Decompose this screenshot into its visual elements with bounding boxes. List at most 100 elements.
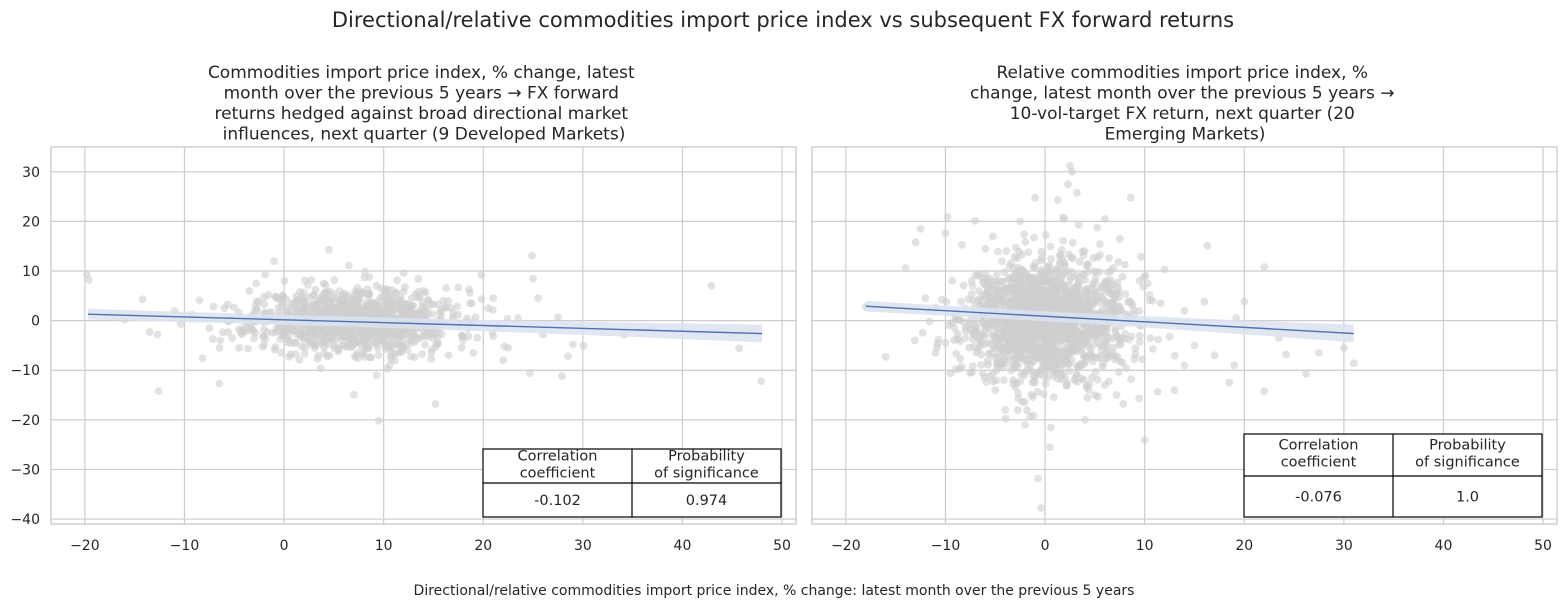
scatter-point: [1170, 386, 1179, 394]
scatter-point: [921, 294, 930, 303]
scatter-point: [249, 326, 257, 335]
scatter-point: [421, 340, 429, 349]
scatter-point: [367, 353, 375, 362]
scatter-point: [325, 245, 333, 254]
scatter-point: [998, 257, 1006, 266]
scatter-point: [1024, 248, 1033, 257]
scatter-point: [209, 335, 217, 343]
scatter-point: [1046, 242, 1055, 251]
scatter-point: [1135, 277, 1144, 285]
x-tick-label: 10: [375, 538, 393, 554]
right-plot-area: −20 −10 0 10 20 30 40 50 Correlation coefficient -…: [811, 146, 1558, 554]
scatter-point: [985, 329, 994, 338]
scatter-point: [270, 257, 278, 265]
scatter-point: [322, 331, 331, 340]
scatter-point: [315, 307, 324, 316]
scatter-point: [1126, 193, 1135, 202]
scatter-point: [967, 277, 976, 285]
scatter-point: [243, 323, 251, 332]
scatter-point: [1069, 254, 1077, 262]
scatter-point: [344, 261, 353, 270]
scatter-point: [1086, 351, 1095, 360]
scatter-point: [1030, 233, 1038, 242]
stats-table: Correlation coefficient -0.102 Probability o…: [482, 448, 782, 518]
scatter-point: [1340, 344, 1348, 352]
scatter-point: [1014, 389, 1022, 397]
scatter-point: [362, 303, 371, 311]
scatter-point: [392, 288, 400, 297]
scatter-point: [1001, 414, 1010, 423]
scatter-point: [1118, 358, 1127, 367]
scatter-point: [292, 292, 300, 300]
scatter-point: [1078, 305, 1086, 314]
scatter-point: [373, 326, 382, 334]
scatter-point: [1230, 361, 1239, 370]
scatter-point: [353, 354, 362, 363]
scatter-point: [1025, 345, 1033, 354]
scatter-point: [405, 334, 413, 343]
scatter-point: [1153, 387, 1162, 396]
scatter-point: [1096, 251, 1104, 259]
scatter-point: [1020, 289, 1029, 298]
scatter-point: [1156, 299, 1165, 308]
x-tick-label: 40: [1435, 538, 1453, 554]
scatter-point: [1071, 376, 1079, 384]
scatter-point: [1056, 371, 1065, 379]
scatter-point: [1103, 278, 1111, 287]
scatter-point: [444, 351, 453, 360]
scatter-point: [992, 270, 1001, 279]
scatter-point: [967, 368, 976, 377]
scatter-point: [1027, 390, 1036, 399]
probability-value: 1.0: [1456, 490, 1479, 506]
scatter-point: [216, 336, 225, 345]
scatter-point: [282, 307, 290, 316]
scatter-point: [388, 349, 397, 358]
scatter-point: [1131, 344, 1140, 353]
scatter-point: [964, 295, 973, 304]
scatter-point: [1041, 277, 1050, 286]
scatter-point: [414, 275, 423, 283]
scatter-point: [1048, 297, 1057, 306]
scatter-point: [1125, 335, 1133, 344]
scatter-point: [984, 349, 993, 358]
scatter-point: [1041, 380, 1050, 388]
scatter-point: [1122, 364, 1130, 373]
scatter-point: [198, 354, 207, 363]
scatter-point: [1007, 366, 1015, 375]
scatter-point: [280, 277, 289, 285]
scatter-point: [1068, 167, 1076, 176]
scatter-point: [1016, 217, 1025, 226]
scatter-point: [1190, 341, 1199, 350]
scatter-point: [1059, 213, 1067, 222]
scatter-point: [219, 328, 227, 337]
x-tick-label: −10: [170, 538, 200, 554]
x-tick-label: 50: [1534, 538, 1552, 554]
scatter-point: [1084, 386, 1093, 394]
scatter-point: [1127, 375, 1135, 383]
scatter-point: [1083, 291, 1091, 300]
scatter-point: [260, 293, 268, 302]
scatter-point: [1044, 263, 1052, 271]
scatter-point: [1100, 215, 1109, 223]
scatter-point: [1143, 279, 1152, 288]
scatter-point: [299, 329, 307, 338]
scatter-point: [471, 313, 480, 321]
scatter-point: [1091, 293, 1100, 302]
scatter-point: [349, 390, 358, 399]
scatter-point: [1037, 248, 1046, 256]
right-panel-title: Relative commodities import price index,…: [970, 63, 1400, 145]
scatter-point: [252, 279, 261, 288]
scatter-point: [911, 238, 920, 247]
scatter-point: [997, 335, 1006, 343]
scatter-point: [1021, 238, 1030, 246]
scatter-point: [1054, 296, 1063, 305]
x-tick-label: −10: [931, 538, 961, 554]
scatter-point: [1018, 398, 1027, 406]
scatter-point: [311, 285, 320, 294]
shared-x-axis-label: Directional/relative commodities import …: [414, 583, 1135, 599]
scatter-point: [1000, 347, 1009, 356]
scatter-point: [1056, 282, 1065, 290]
scatter-point: [473, 333, 482, 342]
scatter-point: [1148, 345, 1157, 353]
scatter-point: [377, 336, 385, 344]
